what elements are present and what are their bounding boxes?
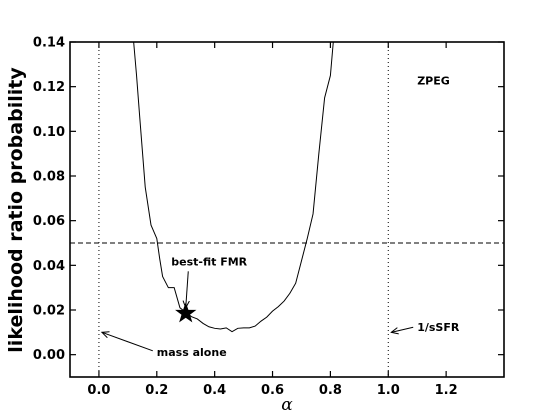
annotation-best-fit-fmr-label: best-fit FMR — [171, 255, 247, 268]
annotation-mass-alone-label: mass alone — [157, 346, 227, 359]
y-tick-label: 0.12 — [33, 80, 65, 95]
annotation-1-ssfr-arrow — [391, 326, 414, 332]
x-axis-label: α — [281, 395, 293, 415]
x-tick-label: 0.8 — [319, 383, 342, 398]
x-tick-label: 1.0 — [377, 383, 400, 398]
x-tick-label: 0.2 — [145, 383, 168, 398]
y-tick-label: 0.04 — [33, 259, 65, 274]
y-tick-label: 0.06 — [33, 214, 65, 229]
y-tick-label: 0.02 — [33, 304, 65, 319]
y-tick-label: 0.10 — [33, 125, 65, 140]
x-tick-label: 0.0 — [87, 383, 110, 398]
y-axis-label: likelihood ratio probability — [5, 67, 27, 353]
best-fit-star-marker — [175, 302, 197, 323]
likelihood-curve — [133, 41, 334, 333]
y-tick-label: 0.00 — [33, 348, 65, 363]
annotation-zpeg-label: ZPEG — [417, 74, 450, 87]
x-tick-label: 1.2 — [435, 383, 458, 398]
x-tick-label: 0.6 — [261, 383, 284, 398]
y-tick-label: 0.08 — [33, 170, 65, 185]
annotation-best-fit-fmr-arrow — [186, 271, 189, 307]
x-tick-label: 0.4 — [203, 383, 226, 398]
annotation-1-ssfr-label: 1/sSFR — [417, 321, 460, 334]
y-tick-label: 0.14 — [33, 36, 65, 51]
annotation-mass-alone-arrow — [102, 332, 153, 352]
plot-frame — [69, 41, 505, 378]
